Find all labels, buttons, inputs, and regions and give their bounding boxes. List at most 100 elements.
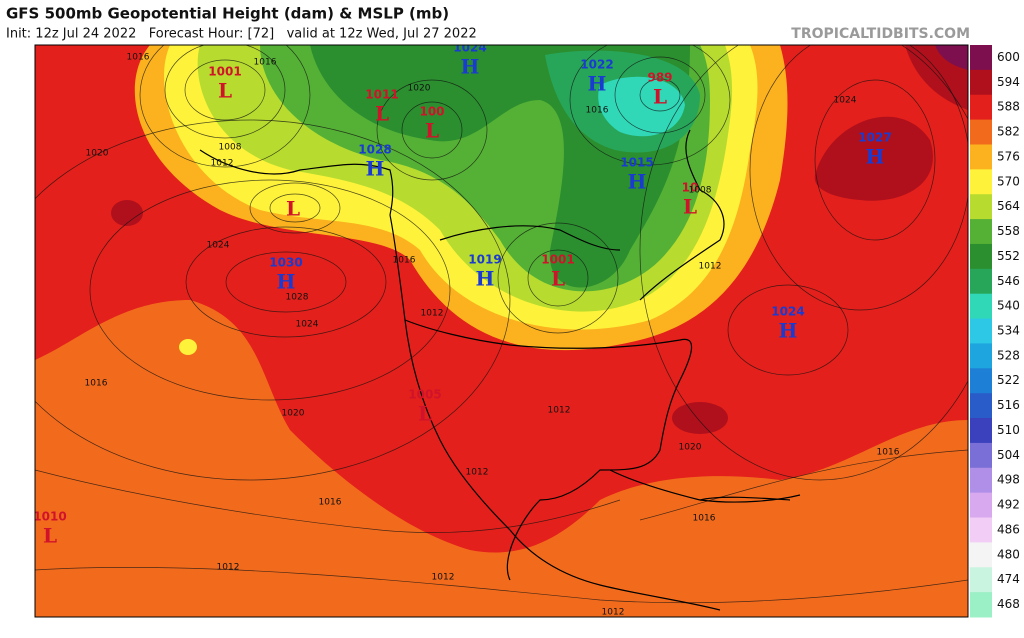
coastline	[199, 129, 801, 611]
pressure-value: 100	[419, 105, 444, 119]
colorbar-label: 600	[997, 50, 1020, 64]
isobars	[35, 45, 968, 604]
colorbar-label: 570	[997, 174, 1020, 188]
isobar-label: 1016	[693, 514, 716, 524]
colorbar-cell	[970, 318, 992, 344]
colorbar-label: 486	[997, 522, 1020, 536]
pressure-value: 1022	[580, 58, 613, 72]
pressure-letter: L	[43, 524, 57, 548]
colorbar-cell	[970, 492, 992, 519]
pressure-letter: L	[683, 195, 697, 219]
isobar-label: 1020	[408, 84, 431, 94]
colorbar-cell	[970, 119, 992, 145]
colorbar-label: 594	[997, 75, 1020, 89]
colorbar-label: 480	[997, 547, 1020, 561]
colorbar-cell	[970, 517, 992, 543]
colorbar-cell	[970, 45, 992, 71]
pressure-value: 1015	[620, 156, 653, 170]
pressure-value: 10	[682, 181, 699, 195]
colorbar-cell	[970, 219, 992, 245]
pressure-letter: L	[218, 79, 232, 103]
colorbar-cell	[970, 542, 992, 568]
colorbar-label: 474	[997, 572, 1020, 586]
colorbar-label: 588	[997, 100, 1020, 114]
pressure-value: 1024	[453, 41, 486, 55]
isobar-label: 1012	[432, 573, 455, 583]
subtitle: Init: 12z Jul 24 2022 Forecast Hour: [72…	[6, 27, 477, 42]
pressure-value: 1019	[468, 253, 501, 267]
isobar-label: 1016	[127, 53, 150, 63]
pressure-letter: H	[476, 267, 495, 291]
pressure-value: 1024	[771, 305, 804, 319]
pressure-letter: H	[779, 319, 798, 343]
colorbar-label: 528	[997, 348, 1020, 362]
pressure-value: 1027	[858, 131, 891, 145]
colorbar-cell	[970, 268, 992, 295]
isobar-label: 1016	[85, 379, 108, 389]
colorbar-cell	[970, 592, 992, 618]
pressure-letter: H	[461, 55, 480, 79]
colorbar-label: 546	[997, 274, 1020, 288]
pressure-value: 1001	[541, 253, 574, 267]
colorbar-label: 540	[997, 299, 1020, 313]
isobar-label: 1024	[834, 96, 857, 106]
pressure-value: 1030	[269, 256, 302, 270]
pressure-value: 1011	[365, 88, 398, 102]
pressure-letter: L	[418, 402, 432, 426]
isobar-label: 1024	[296, 320, 319, 330]
colorbar-label: 510	[997, 423, 1020, 437]
map-frame	[34, 44, 969, 618]
height-field	[935, 45, 968, 70]
colorbar-cell	[970, 368, 992, 394]
isobar-label: 1012	[211, 159, 234, 169]
colorbar-cell	[970, 243, 992, 270]
height-field	[111, 200, 143, 226]
pressure-letter: L	[653, 85, 667, 109]
colorbar-cell	[970, 293, 992, 320]
colorbar-cell	[970, 194, 992, 220]
height-field	[598, 76, 685, 137]
colorbar-label: 534	[997, 324, 1020, 338]
watermark: TROPICALTIDBITS.COM	[791, 26, 970, 42]
pressure-value: 989	[647, 71, 672, 85]
isobar-label: 1012	[217, 563, 240, 573]
isobar-label: 1012	[466, 468, 489, 478]
pressure-value: 1010	[33, 510, 66, 524]
colorbar-label: 504	[997, 448, 1020, 462]
colorbar-cell	[970, 393, 992, 419]
colorbar-label: 516	[997, 398, 1020, 412]
isobar-label: 1028	[286, 293, 309, 303]
colorbar-cell	[970, 467, 992, 494]
isobar-label: 1012	[699, 262, 722, 272]
pressure-letter: H	[366, 157, 385, 181]
isobar-label: 1024	[207, 241, 230, 251]
colorbar-label: 582	[997, 125, 1020, 139]
pressure-letter: H	[866, 145, 885, 169]
isobar-label: 1016	[254, 58, 277, 68]
pressure-value: 1005	[408, 388, 441, 402]
colorbar-cell	[970, 567, 992, 593]
colorbar-cell	[970, 69, 992, 96]
colorbar-label: 522	[997, 373, 1020, 387]
height-field	[179, 339, 197, 355]
colorbar-cell	[970, 343, 992, 369]
colorbar-label: 468	[997, 597, 1020, 611]
isobar-label: 1016	[319, 498, 342, 508]
height-field	[672, 402, 728, 434]
colorbar-label: 552	[997, 249, 1020, 263]
isobar-label: 1016	[586, 106, 609, 116]
colorbar-label: 558	[997, 224, 1020, 238]
isobar-label: 1012	[548, 406, 571, 416]
isobar-label: 1020	[86, 149, 109, 159]
pressure-letter: L	[286, 197, 300, 221]
isobar-label: 1008	[689, 186, 712, 196]
pressure-letter: H	[588, 72, 607, 96]
colorbar-cell	[970, 94, 992, 121]
colorbar-label: 498	[997, 473, 1020, 487]
colorbar-label: 492	[997, 498, 1020, 512]
pressure-letter: L	[425, 119, 439, 143]
isobar-label: 1020	[282, 409, 305, 419]
